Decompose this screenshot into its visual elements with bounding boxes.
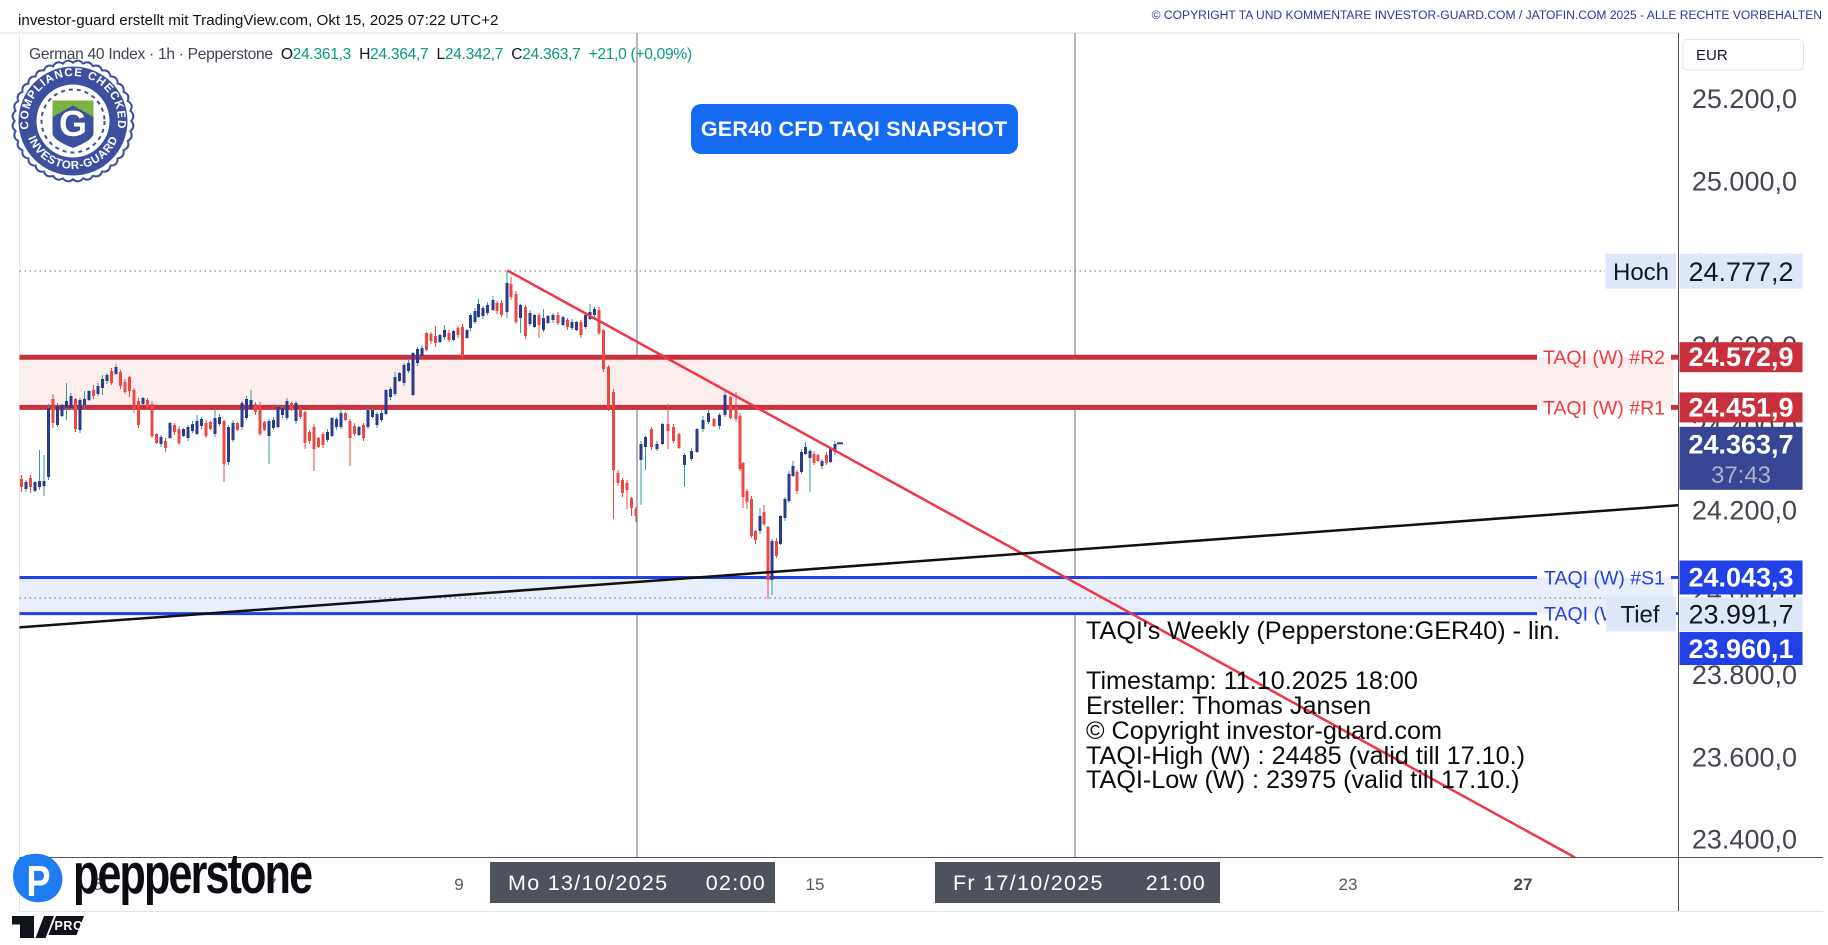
svg-text:24.363,7: 24.363,7 xyxy=(1688,430,1793,460)
svg-text:24.451,9: 24.451,9 xyxy=(1688,392,1793,422)
svg-text:23.960,1: 23.960,1 xyxy=(1688,634,1793,664)
svg-text:P: P xyxy=(27,858,51,906)
svg-text:TAQI (W) #S1: TAQI (W) #S1 xyxy=(1544,568,1665,590)
svg-text:Hoch: Hoch xyxy=(1613,259,1669,286)
svg-text:23.400,0: 23.400,0 xyxy=(1692,825,1797,855)
svg-text:21:00: 21:00 xyxy=(1146,871,1206,895)
svg-text:15: 15 xyxy=(806,875,825,894)
svg-text:24.200,0: 24.200,0 xyxy=(1692,495,1797,525)
svg-text:02:00: 02:00 xyxy=(706,871,766,895)
svg-text:27: 27 xyxy=(1514,875,1533,894)
svg-text:PRO: PRO xyxy=(55,919,84,933)
svg-text:Mo 13/10/2025: Mo 13/10/2025 xyxy=(508,871,668,895)
svg-text:Tief: Tief xyxy=(1620,602,1659,629)
svg-text:25.000,0: 25.000,0 xyxy=(1692,166,1797,196)
svg-text:TAQI (W) #R1: TAQI (W) #R1 xyxy=(1543,397,1665,419)
svg-text:Fr 17/10/2025: Fr 17/10/2025 xyxy=(953,871,1104,895)
svg-text:24.777,2: 24.777,2 xyxy=(1688,257,1793,287)
svg-text:24.043,3: 24.043,3 xyxy=(1688,563,1793,593)
svg-text:EUR: EUR xyxy=(1696,47,1728,64)
svg-text:23: 23 xyxy=(1339,875,1358,894)
svg-text:pepperstone: pepperstone xyxy=(73,845,312,905)
svg-text:37:43: 37:43 xyxy=(1711,462,1771,489)
svg-text:9: 9 xyxy=(454,875,463,894)
svg-text:5: 5 xyxy=(93,875,102,894)
svg-text:24.572,9: 24.572,9 xyxy=(1688,342,1793,372)
svg-text:23.991,7: 23.991,7 xyxy=(1688,600,1793,630)
svg-text:25.200,0: 25.200,0 xyxy=(1692,84,1797,114)
svg-text:TAQI (W) #R2: TAQI (W) #R2 xyxy=(1543,347,1665,369)
svg-text:G: G xyxy=(59,103,87,144)
svg-text:23.600,0: 23.600,0 xyxy=(1692,742,1797,772)
svg-text:7: 7 xyxy=(267,875,276,894)
